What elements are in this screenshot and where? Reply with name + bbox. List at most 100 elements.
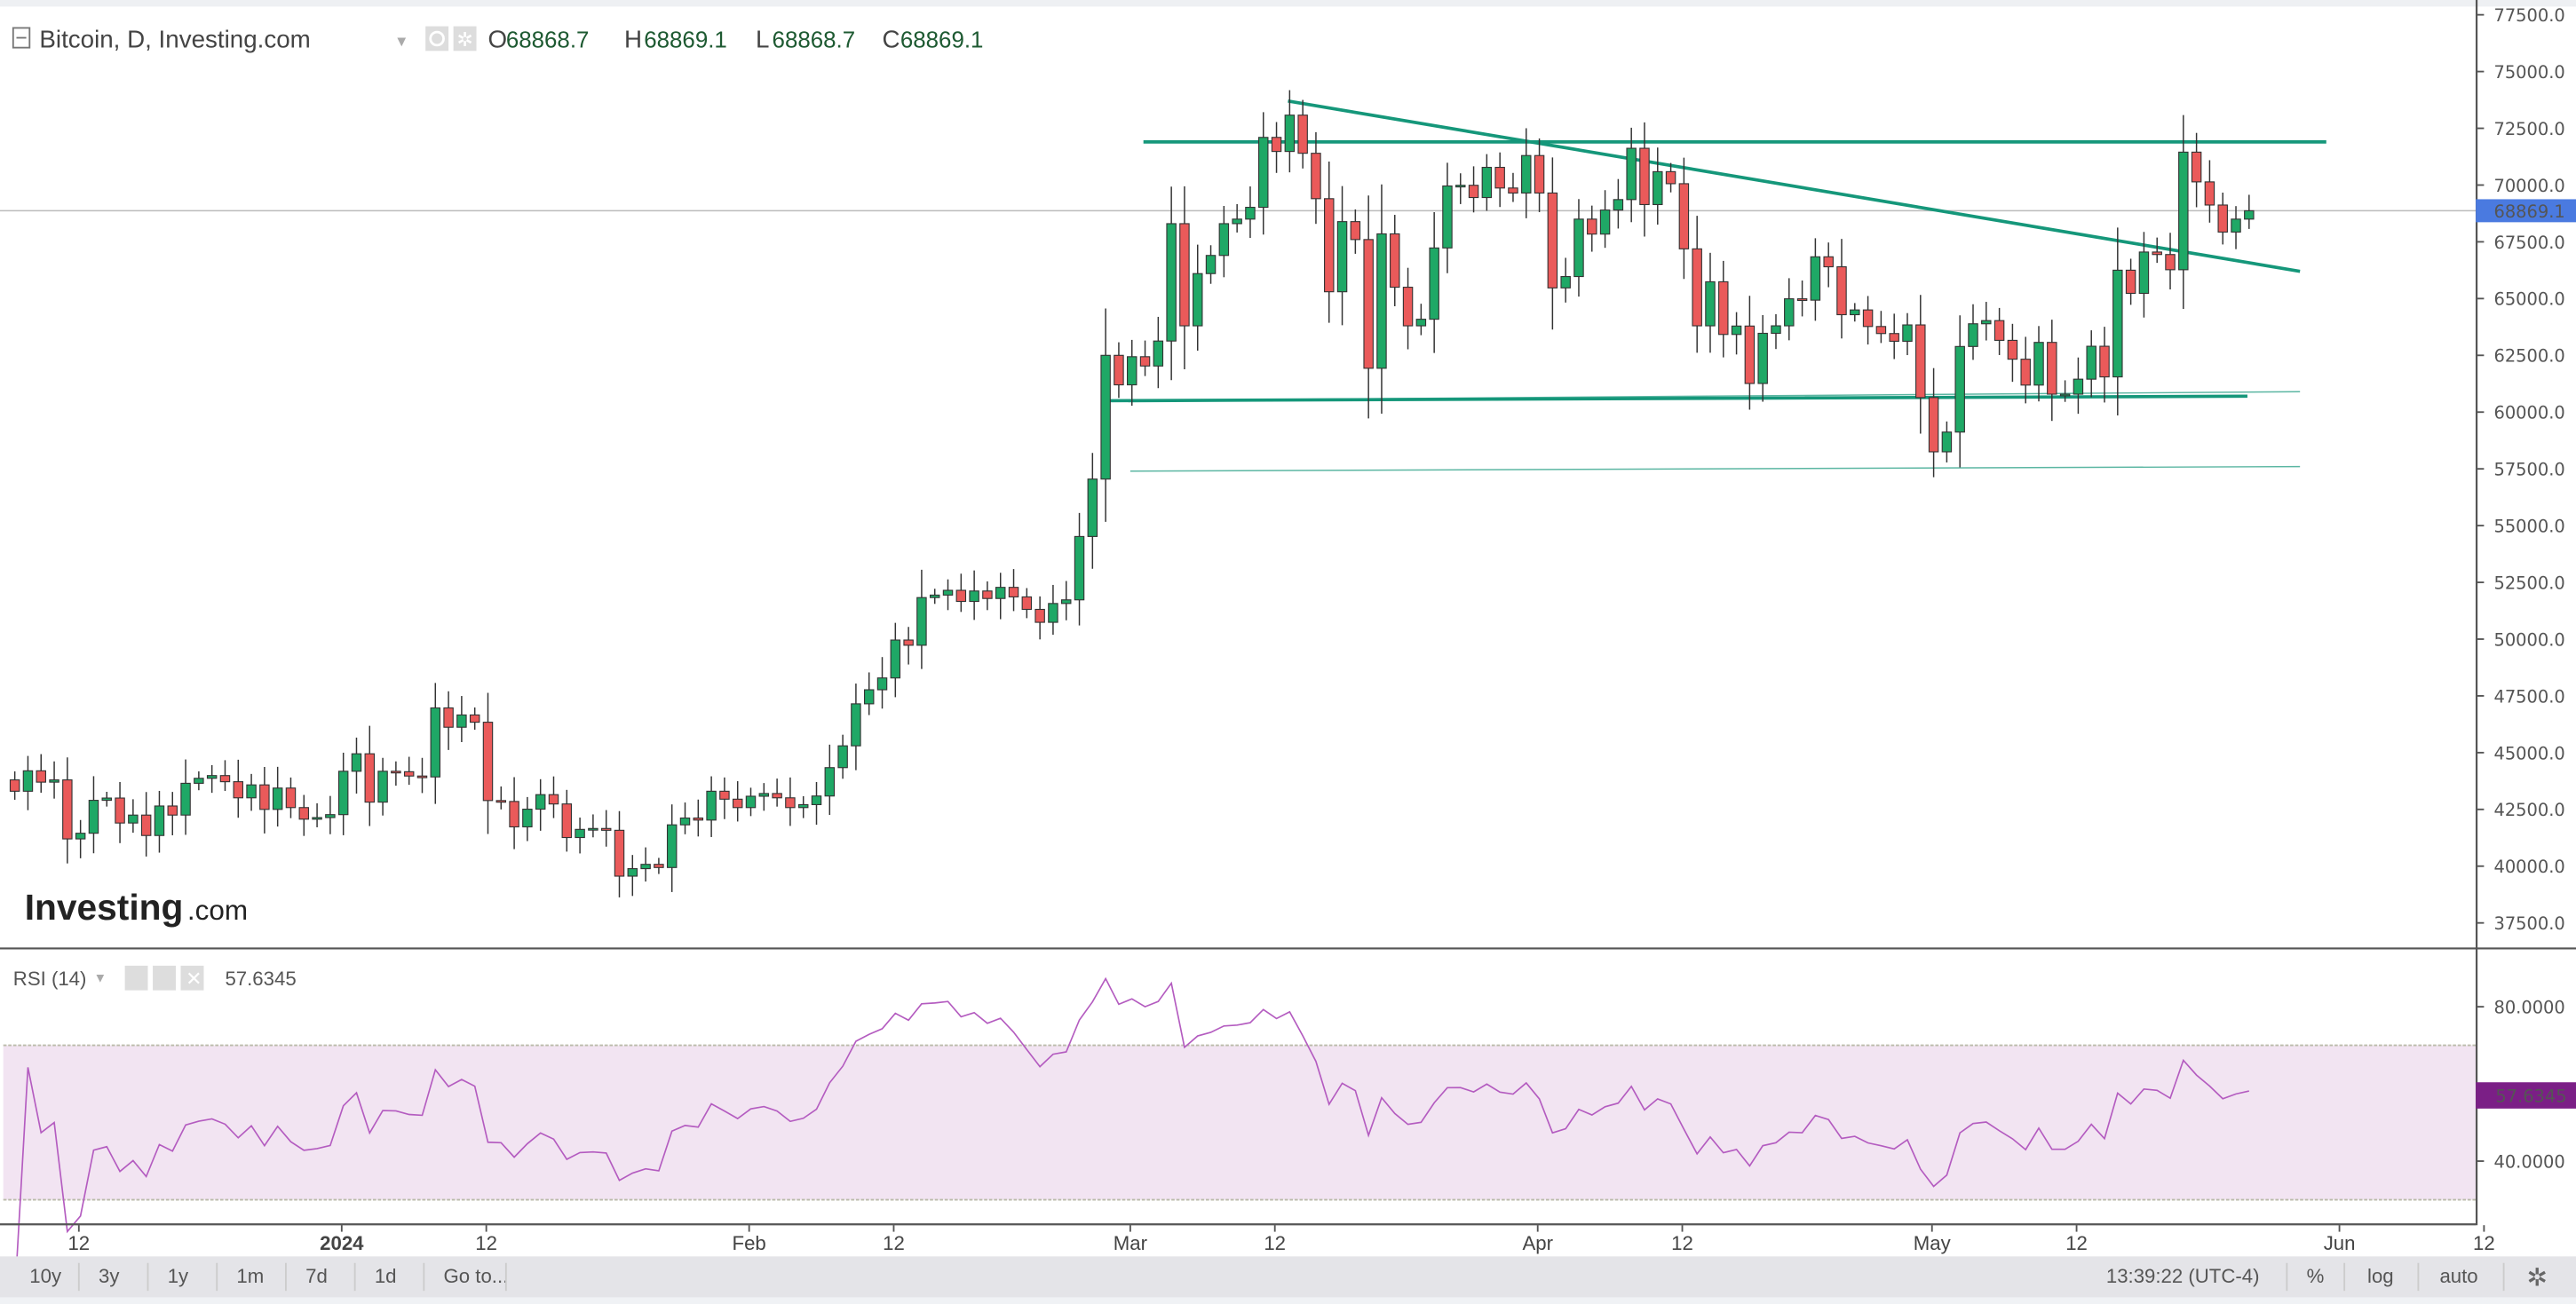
candle-body (1415, 319, 1427, 327)
rsi-dropdown-icon[interactable]: ▼ (93, 971, 107, 985)
range-button-1d[interactable]: 1d (375, 1265, 397, 1287)
candle (575, 818, 585, 854)
candle (942, 579, 954, 611)
dropdown-caret-icon[interactable]: ▼ (394, 33, 408, 50)
candle-body (785, 797, 796, 809)
candle (1744, 296, 1756, 410)
candle-body (1784, 298, 1795, 327)
range-button-7d[interactable]: 7d (305, 1265, 328, 1287)
candle (1232, 203, 1242, 233)
candle-body (1823, 256, 1834, 268)
candle (693, 799, 704, 837)
candle-body (890, 639, 901, 679)
symbol-title[interactable]: Bitcoin, D, Investing.com (39, 26, 310, 53)
candle (1587, 205, 1597, 252)
candle (62, 757, 73, 864)
candle-body (1521, 154, 1532, 194)
candle-body (2165, 254, 2176, 271)
rsi-tick-label: 80.0000 (2493, 998, 2564, 1018)
visibility-icon[interactable] (425, 26, 449, 51)
price-axis[interactable]: 77500.0 75000.0 72500.0 70000.0 67500.0 65000… (2476, 5, 2565, 934)
collapse-icon[interactable] (12, 27, 31, 49)
candle (1810, 238, 1821, 321)
candle (1127, 339, 1137, 407)
candle (654, 857, 664, 874)
candle-body (2007, 339, 2018, 360)
rsi-axis[interactable]: 80.0000 40.0000 (2476, 998, 2565, 1173)
candle-body (22, 770, 34, 792)
candle-body (2112, 269, 2123, 378)
rsi-settings-icon[interactable] (153, 965, 176, 991)
price-tick-label: 65000.0 (2493, 289, 2564, 310)
rsi-close-icon[interactable] (180, 965, 204, 991)
candle (627, 855, 638, 897)
rsi-visibility-icon[interactable] (124, 965, 148, 991)
candle-body (1271, 137, 1282, 153)
candle (772, 778, 782, 807)
clock-time: 13:39:22 (UTC-4) (2106, 1265, 2260, 1287)
trendline-descending[interactable] (1288, 99, 2301, 273)
candle (1363, 195, 1374, 419)
candle (1889, 313, 1899, 360)
range-button-10y[interactable]: 10y (29, 1265, 62, 1287)
trendline-lower-support[interactable] (1129, 465, 2301, 472)
candle-body (1034, 608, 1045, 623)
settings-gear-icon[interactable]: ✲ (2526, 1264, 2547, 1292)
svg-text:57.6345: 57.6345 (2495, 1086, 2566, 1106)
candle-body (1560, 275, 1571, 288)
settings-gear-icon[interactable] (453, 26, 477, 51)
range-button-1y[interactable]: 1y (168, 1265, 189, 1287)
candle (1560, 257, 1571, 303)
candle-body (1008, 587, 1019, 597)
svg-text:✲: ✲ (456, 28, 473, 51)
auto-scale-toggle[interactable]: auto (2439, 1265, 2477, 1287)
candle (1139, 340, 1151, 376)
price-tick-label: 62500.0 (2493, 346, 2564, 367)
candle (1284, 90, 1296, 173)
candle-body (732, 798, 743, 809)
trendline-support-thin[interactable] (1104, 391, 2301, 402)
candle (391, 761, 401, 786)
time-axis[interactable]: 12 2024 12 Feb 12 Mar 12 Apr 12 May 12 Jun 12 (67, 1225, 2495, 1254)
candle (2112, 227, 2123, 415)
candle-body (1021, 596, 1033, 611)
candle (75, 819, 86, 858)
candle (561, 789, 573, 852)
candle-body (75, 833, 86, 840)
candle-body (115, 797, 125, 824)
candle (259, 766, 270, 834)
candle-body (758, 793, 770, 797)
candle (285, 777, 297, 818)
candle-body (1757, 332, 1768, 384)
candle (101, 791, 112, 807)
candle (403, 756, 415, 786)
candle-body (561, 803, 573, 839)
range-button-goto[interactable]: Go to... (444, 1265, 509, 1287)
candle-body (1297, 115, 1308, 154)
log-scale-toggle[interactable]: log (2367, 1265, 2394, 1287)
candle (180, 759, 191, 835)
candle-body (1350, 221, 1361, 241)
candle (824, 744, 836, 816)
percent-scale-toggle[interactable]: % (2307, 1265, 2325, 1287)
candle-body (246, 784, 257, 799)
range-button-1m[interactable]: 1m (236, 1265, 264, 1287)
candle (2152, 237, 2162, 264)
trendline-support[interactable] (1104, 394, 2247, 403)
candle (1455, 173, 1466, 204)
candle (1534, 138, 1545, 212)
candle (1665, 162, 1676, 193)
price-tick-label: 70000.0 (2493, 176, 2564, 196)
candle-body (180, 782, 191, 816)
candle (1757, 314, 1768, 402)
candle (2165, 233, 2176, 290)
candle-body (2191, 151, 2202, 183)
candle-body (219, 775, 231, 783)
candle-body (535, 794, 546, 810)
candle-body (351, 753, 362, 772)
candle-body (679, 817, 691, 826)
candle-body (1850, 309, 1860, 316)
range-button-3y[interactable]: 3y (99, 1265, 120, 1287)
candle-body (194, 778, 204, 784)
